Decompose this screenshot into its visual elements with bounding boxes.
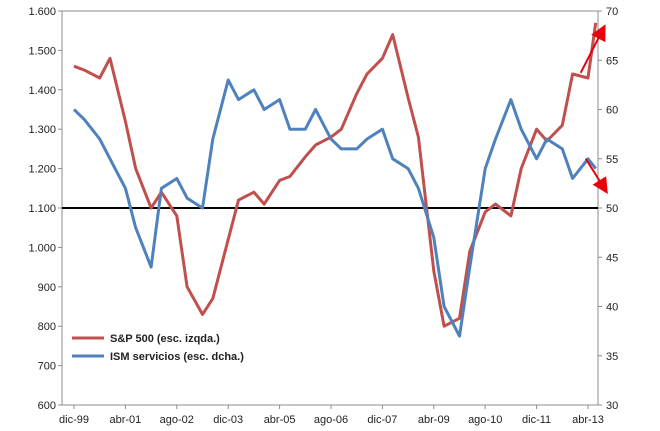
y-right-tick-label: 40 xyxy=(606,302,618,314)
arrow-up xyxy=(579,24,606,74)
legend-ism-label: ISM servicios (esc. dcha.) xyxy=(110,351,244,363)
x-tick-label: abr-05 xyxy=(264,414,296,426)
x-axis: dic-99 abr-01 ago-02 dic-03 abr-05 ago-06 dic-… xyxy=(59,405,604,426)
y-left-tick-label: 1.400 xyxy=(28,85,56,97)
y-left-tick-label: 1.000 xyxy=(28,242,56,254)
x-tick-label: dic-99 xyxy=(59,414,89,426)
x-tick-label: dic-03 xyxy=(213,414,243,426)
x-tick-label: ago-06 xyxy=(314,414,348,426)
x-tick-label: abr-09 xyxy=(418,414,450,426)
y-right-tick-label: 55 xyxy=(606,154,618,166)
y-right-tick-label: 45 xyxy=(606,252,618,264)
y-left-tick-label: 700 xyxy=(38,361,56,373)
x-tick-label: abr-01 xyxy=(110,414,142,426)
ism-services-line xyxy=(72,78,597,338)
y-left-tick-label: 800 xyxy=(38,321,56,333)
y-axis-left: 600 700 800 900 1.000 1.100 1.200 1.300 1.400 1.5… xyxy=(28,6,62,412)
y-left-tick-label: 1.300 xyxy=(28,124,56,136)
y-right-tick-label: 30 xyxy=(606,400,618,412)
y-right-tick-label: 65 xyxy=(606,55,618,67)
x-tick-label: dic-07 xyxy=(367,414,397,426)
legend-sp500-label: S&P 500 (esc. izqda.) xyxy=(110,333,220,345)
y-left-tick-label: 1.200 xyxy=(28,164,56,176)
y-left-tick-label: 900 xyxy=(38,282,56,294)
x-tick-label: ago-10 xyxy=(468,414,502,426)
x-tick-label: dic-11 xyxy=(522,414,551,426)
annotation-layer xyxy=(579,24,608,194)
x-tick-label: abr-13 xyxy=(572,414,604,426)
series-layer xyxy=(62,22,598,338)
y-left-tick-label: 1.500 xyxy=(28,45,56,57)
y-right-tick-label: 60 xyxy=(606,105,618,117)
x-tick-label: ago-02 xyxy=(160,414,194,426)
y-right-tick-label: 35 xyxy=(606,351,618,363)
y-right-tick-label: 70 xyxy=(606,6,618,18)
y-axis-right: 30 35 40 45 50 55 60 65 70 xyxy=(598,6,618,412)
y-left-tick-label: 1.600 xyxy=(28,6,56,18)
legend: S&P 500 (esc. izqda.) ISM servicios (esc.… xyxy=(72,333,244,363)
y-left-tick-label: 600 xyxy=(38,400,56,412)
y-left-tick-label: 1.100 xyxy=(28,203,56,215)
arrow-down xyxy=(584,158,608,194)
y-right-tick-label: 50 xyxy=(606,203,618,215)
